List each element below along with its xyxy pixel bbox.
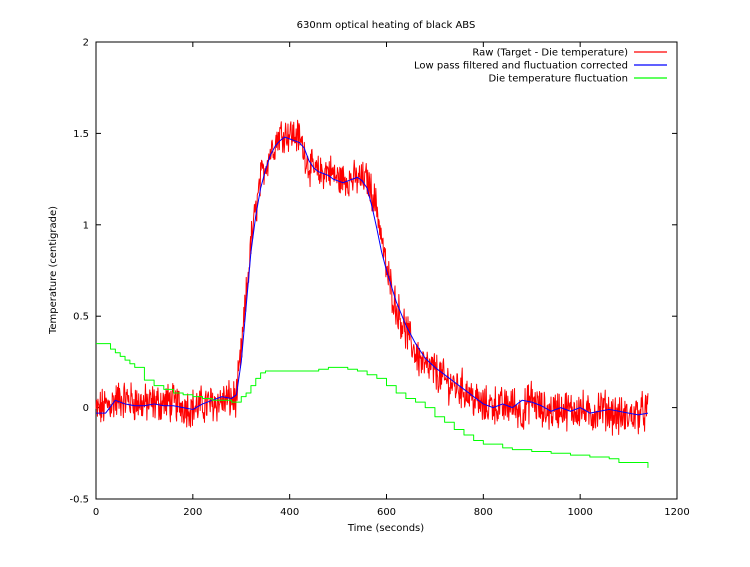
x-tick-label: 200 <box>183 507 202 518</box>
y-tick-label: 0.5 <box>73 312 89 323</box>
x-tick-label: 1000 <box>567 507 592 518</box>
x-tick-label: 800 <box>474 507 493 518</box>
x-tick-label: 1200 <box>664 507 689 518</box>
y-tick-label: 1 <box>83 220 89 231</box>
x-tick-label: 0 <box>93 507 99 518</box>
x-axis-label: Time (seconds) <box>347 523 424 534</box>
legend-label: Low pass filtered and fluctuation correc… <box>414 61 628 72</box>
series-line-2 <box>96 343 649 468</box>
y-tick-label: 2 <box>83 38 89 49</box>
legend-label: Die temperature fluctuation <box>488 74 628 85</box>
y-tick-label: 1.5 <box>73 129 89 140</box>
y-axis-label: Temperature (centigrade) <box>48 206 59 335</box>
plot-area: -0.5 0 0.5 1 1.5 2 0 200 400 600 800 1000 1200 <box>69 38 689 519</box>
series-layer <box>95 119 649 468</box>
x-tick-label: 600 <box>377 507 396 518</box>
legend: Raw (Target - Die temperature) Low pass f… <box>414 48 667 85</box>
legend-label: Raw (Target - Die temperature) <box>472 48 628 59</box>
y-tick-label: 0 <box>83 403 89 414</box>
series-line-0 <box>95 119 649 436</box>
y-axis-ticks: -0.5 0 0.5 1 1.5 2 <box>69 38 677 506</box>
y-tick-label: -0.5 <box>69 495 89 506</box>
series-line-1 <box>96 136 649 416</box>
x-axis-ticks: 0 200 400 600 800 1000 1200 <box>93 42 690 518</box>
x-tick-label: 400 <box>280 507 299 518</box>
chart-title: 630nm optical heating of black ABS <box>297 20 476 31</box>
